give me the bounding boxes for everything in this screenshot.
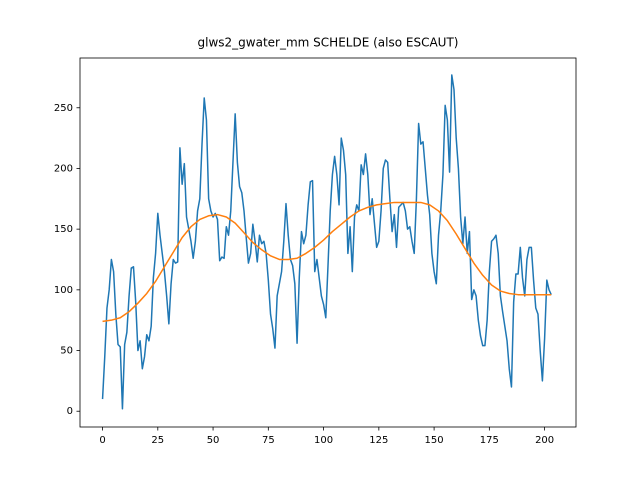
x-tick-label: 200 [535, 435, 554, 446]
x-tick-label: 50 [207, 435, 220, 446]
y-tick-label: 100 [54, 285, 73, 296]
x-tick-label: 0 [99, 435, 105, 446]
x-tick-label: 100 [314, 435, 333, 446]
y-tick-label: 250 [54, 103, 73, 114]
y-tick-label: 50 [60, 346, 73, 357]
x-tick-label: 175 [480, 435, 499, 446]
x-tick-label: 150 [425, 435, 444, 446]
y-tick-label: 200 [54, 163, 73, 174]
chart-title: glws2_gwater_mm SCHELDE (also ESCAUT) [198, 36, 459, 50]
x-tick-label: 125 [369, 435, 388, 446]
axes-frame [79, 57, 577, 428]
x-tick-label: 75 [262, 435, 275, 446]
x-tick-label: 25 [151, 435, 164, 446]
y-tick-label: 150 [54, 224, 73, 235]
data-line [101, 74, 552, 410]
data-line [102, 201, 552, 323]
y-tick-label: 0 [67, 406, 73, 417]
